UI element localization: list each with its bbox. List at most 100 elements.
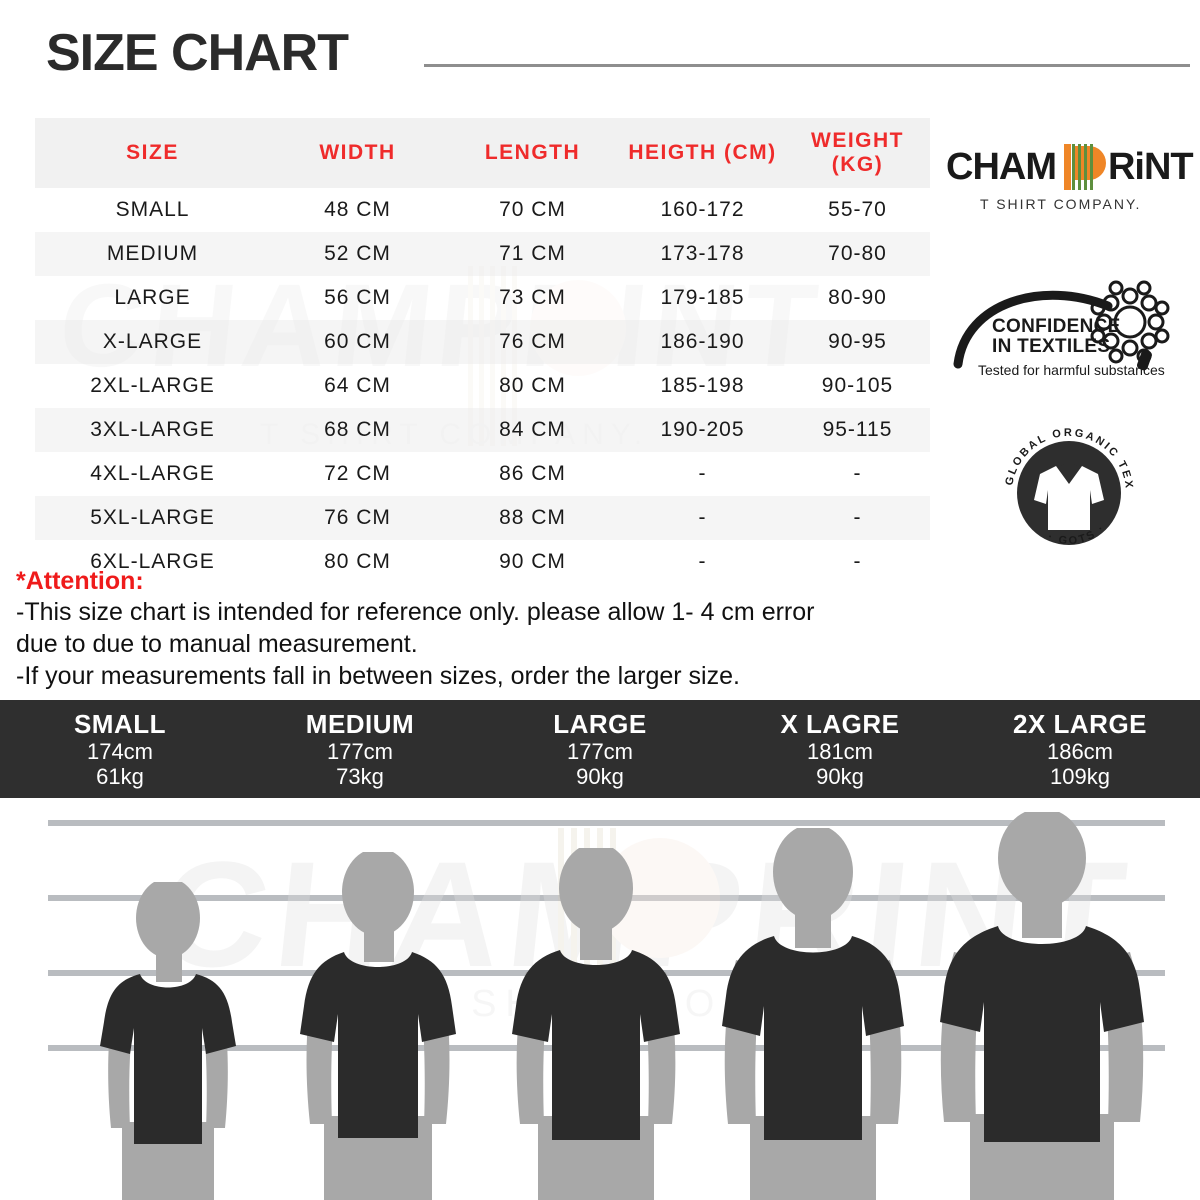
- cell-weight: 70-80: [828, 242, 887, 265]
- cell-length: 90 CM: [499, 550, 566, 573]
- column-header-weight: WEIGHT (KG): [811, 129, 904, 176]
- column-header-size: SIZE: [126, 141, 179, 164]
- gridline: [48, 820, 1165, 826]
- cell-width: 68 CM: [324, 418, 391, 441]
- title-row: SIZE CHART: [0, 14, 1200, 82]
- cell-weight: -: [853, 506, 862, 529]
- oeko-arc-icon: [953, 280, 1170, 371]
- table-row: MEDIUM 52 CM 71 CM 173-178 70-80: [35, 232, 930, 276]
- cell-size: 6XL-LARGE: [90, 550, 215, 573]
- confidence-in-textiles-badge: CONFIDENCE IN TEXTILES Tested for harmfu…: [948, 272, 1192, 390]
- table-row: SMALL 48 CM 70 CM 160-172 55-70: [35, 188, 930, 232]
- cell-height: 185-198: [660, 374, 745, 397]
- cell-length: 84 CM: [499, 418, 566, 441]
- cell-width: 56 CM: [324, 286, 391, 309]
- band-height: 177cm: [326, 739, 394, 764]
- brand-p-icon: [1056, 144, 1108, 190]
- cell-size: 2XL-LARGE: [90, 374, 215, 397]
- model-silhouette-medium: [278, 852, 478, 1200]
- model-silhouette-2x-large: [918, 812, 1166, 1200]
- cell-weight: 90-105: [821, 374, 894, 397]
- cell-length: 88 CM: [499, 506, 566, 529]
- cell-length: 76 CM: [499, 330, 566, 353]
- band-weight: 90kg: [816, 764, 864, 789]
- cell-length: 73 CM: [499, 286, 566, 309]
- attention-line-1: -This size chart is intended for referen…: [16, 598, 815, 626]
- brand-logo: CHAM RiNT T SHIRT COMPANY.: [946, 140, 1196, 240]
- brand-word-part2: RiNT: [1107, 145, 1194, 188]
- table-row: X-LARGE 60 CM 76 CM 186-190 90-95: [35, 320, 930, 364]
- cell-weight: 80-90: [828, 286, 887, 309]
- band-cell-x-large: X LAGRE 181cm 90kg: [720, 700, 960, 798]
- band-height: 186cm: [1046, 739, 1114, 764]
- table-row: 6XL-LARGE 80 CM 90 CM - -: [35, 540, 930, 584]
- band-cell-large: LARGE 177cm 90kg: [480, 700, 720, 798]
- cell-weight: -: [853, 462, 862, 485]
- cell-weight: 55-70: [828, 198, 887, 221]
- band-weight: 90kg: [576, 764, 624, 789]
- page-title: SIZE CHART: [46, 24, 349, 82]
- oeko-line-1: CONFIDENCE: [992, 316, 1121, 337]
- cell-height: 179-185: [660, 286, 745, 309]
- cell-height: -: [698, 462, 707, 485]
- cell-size: 5XL-LARGE: [90, 506, 215, 529]
- size-table-wrap: SIZE WIDTH LENGTH HEIGTH (CM) WEIGHT (KG…: [35, 118, 930, 584]
- band-weight: 109kg: [1050, 764, 1110, 789]
- brand-tagline: T SHIRT COMPANY.: [980, 196, 1142, 212]
- column-header-length: LENGTH: [484, 141, 581, 164]
- table-row: 4XL-LARGE 72 CM 86 CM - -: [35, 452, 930, 496]
- person-icon: [722, 828, 904, 1200]
- model-silhouette-x-large: [700, 828, 926, 1200]
- band-label: X LAGRE: [780, 709, 900, 739]
- column-header-width: WIDTH: [319, 141, 396, 164]
- oeko-line-2: IN TEXTILES: [992, 336, 1111, 357]
- cell-weight: 90-95: [828, 330, 887, 353]
- table-row: 3XL-LARGE 68 CM 84 CM 190-205 95-115: [35, 408, 930, 452]
- cell-height: 160-172: [660, 198, 745, 221]
- cell-size: X-LARGE: [102, 330, 203, 353]
- cell-size: SMALL: [115, 198, 190, 221]
- table-row: 5XL-LARGE 76 CM 88 CM - -: [35, 496, 930, 540]
- cell-width: 80 CM: [324, 550, 391, 573]
- attention-heading: *Attention:: [16, 567, 144, 595]
- size-table-body: SMALL 48 CM 70 CM 160-172 55-70 MEDIUM 5…: [35, 188, 930, 584]
- band-height: 181cm: [806, 739, 874, 764]
- cell-height: -: [698, 506, 707, 529]
- band-label: MEDIUM: [305, 709, 415, 739]
- attention-block: *Attention: -This size chart is intended…: [16, 566, 916, 692]
- band-label: LARGE: [553, 709, 647, 739]
- table-row: 2XL-LARGE 64 CM 80 CM 185-198 90-105: [35, 364, 930, 408]
- cell-width: 52 CM: [324, 242, 391, 265]
- person-icon: [100, 882, 236, 1200]
- band-label: SMALL: [73, 709, 167, 739]
- model-silhouette-small: [78, 882, 258, 1200]
- band-height: 174cm: [86, 739, 154, 764]
- cell-width: 72 CM: [324, 462, 391, 485]
- band-label: 2X LARGE: [1012, 709, 1148, 739]
- cell-length: 70 CM: [499, 198, 566, 221]
- oeko-line-3: Tested for harmful substances: [978, 362, 1165, 378]
- title-rule: [424, 64, 1190, 67]
- brand-word-part1: CHAM: [946, 145, 1057, 188]
- cell-size: 3XL-LARGE: [90, 418, 215, 441]
- cell-width: 64 CM: [324, 374, 391, 397]
- person-icon: [512, 848, 680, 1200]
- table-row: LARGE 56 CM 73 CM 179-185 80-90: [35, 276, 930, 320]
- size-table: SIZE WIDTH LENGTH HEIGTH (CM) WEIGHT (KG…: [35, 118, 930, 584]
- person-icon: [300, 852, 456, 1200]
- cell-height: 173-178: [660, 242, 745, 265]
- cell-length: 80 CM: [499, 374, 566, 397]
- model-size-band: SMALL 174cm 61kg MEDIUM 177cm 73kg LARGE…: [0, 700, 1200, 798]
- attention-line-3: -If your measurements fall in between si…: [16, 662, 740, 690]
- band-height: 177cm: [566, 739, 634, 764]
- cell-width: 60 CM: [324, 330, 391, 353]
- model-silhouette-large: [490, 848, 702, 1200]
- attention-line-2: due to due to manual measurement.: [16, 630, 418, 658]
- cell-height: -: [698, 550, 707, 573]
- cell-height: 190-205: [660, 418, 745, 441]
- gots-seal-icon: GLOBAL ORGANIC TEXTILE STANDARD · GOTS ·: [989, 409, 1133, 547]
- cell-length: 86 CM: [499, 462, 566, 485]
- table-header-row: SIZE WIDTH LENGTH HEIGTH (CM) WEIGHT (KG…: [35, 118, 930, 188]
- person-icon: [940, 812, 1144, 1200]
